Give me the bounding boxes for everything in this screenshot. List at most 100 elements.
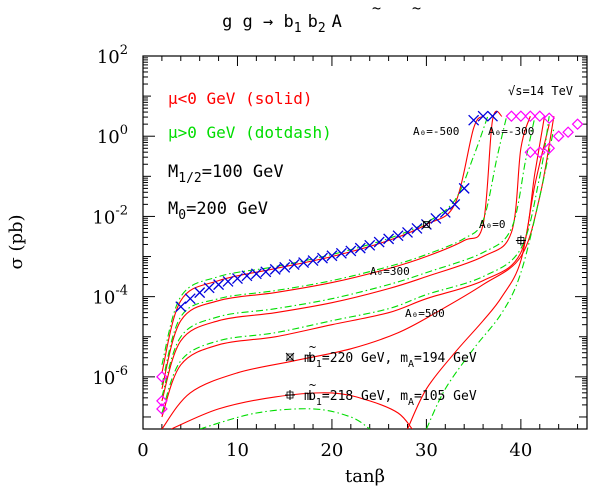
point-label-plus: m~ b1=218 GeV, mA=105 GeV	[304, 378, 477, 408]
solid-line-1	[161, 110, 503, 390]
annotation-a0-m500: A₀=-500	[413, 125, 459, 138]
x-marker-stroke	[449, 198, 461, 210]
x-marker-stroke	[477, 110, 489, 122]
solid-line-5	[171, 392, 413, 429]
plus-marker-box	[517, 237, 525, 244]
x-tick-label: 10	[226, 440, 249, 461]
diamond-marker	[156, 403, 168, 415]
y-tick-label: 10-4	[92, 284, 128, 309]
diamond-marker	[505, 110, 518, 123]
star-marker-box	[423, 221, 430, 228]
special-point-star	[422, 220, 431, 229]
x-marker-stroke	[354, 242, 366, 254]
diamond-marker	[543, 142, 556, 155]
legend-m-zero: M0=200 GeV	[168, 199, 268, 223]
point-label-star: m~ b1=220 GeV, mA=194 GeV	[304, 340, 477, 370]
title-tilde-2: ~	[412, 0, 421, 17]
x-marker-stroke	[439, 206, 451, 218]
diamond-marker	[533, 110, 546, 123]
plus-marker-box	[286, 391, 294, 399]
solid-line-0	[161, 115, 484, 373]
x-marker-stroke	[175, 301, 187, 313]
x-marker-stroke	[279, 261, 291, 273]
star-marker-box	[286, 353, 294, 361]
y-tick-labels: 102 100 10-2 10-4 10-6	[92, 43, 128, 389]
series-layer	[161, 110, 555, 429]
x-marker-stroke	[222, 275, 234, 287]
x-marker-stroke	[392, 230, 404, 242]
x-marker-stroke	[288, 259, 300, 271]
annotation-a0-500: A₀=500	[405, 307, 445, 320]
marker-layer	[156, 110, 584, 415]
x-marker-stroke	[335, 247, 347, 259]
legend-mu-pos: μ>0 GeV (dotdash)	[168, 123, 332, 142]
x-marker-stroke	[468, 114, 480, 126]
legend-plus-marker	[285, 390, 295, 400]
annotation-a0-300: A₀=300	[370, 265, 410, 278]
diamond-marker	[524, 110, 537, 123]
x-tick-label: 30	[415, 440, 438, 461]
point-legend-plus: m~ b1=218 GeV, mA=105 GeV	[285, 378, 477, 408]
diamond-marker	[156, 395, 168, 407]
chart-title: g g → b1 b2 A	[222, 12, 342, 36]
x-marker-stroke	[402, 227, 413, 238]
x-marker-stroke	[184, 293, 196, 305]
x-marker-stroke	[326, 250, 338, 262]
diamond-marker	[515, 110, 527, 123]
diamond-marker	[552, 130, 565, 143]
annotation-a0-0: A₀=0	[479, 218, 506, 231]
x-marker-stroke	[383, 233, 395, 245]
x-marker-stroke	[203, 282, 215, 294]
x-marker-stroke	[194, 287, 206, 299]
x-tick-label: 0	[137, 440, 148, 461]
annotation-a0-m300: A₀=-300	[488, 125, 534, 138]
x-marker-stroke	[364, 239, 376, 251]
y-tick-label: 100	[97, 123, 128, 148]
axes-ticks	[142, 55, 587, 429]
legend-m-half: M1/2=100 GeV	[168, 162, 284, 186]
diamond-marker	[571, 118, 584, 131]
diamond-marker	[156, 371, 168, 383]
x-marker-stroke	[298, 257, 310, 269]
x-marker-stroke	[241, 270, 253, 282]
legend-mu-neg: μ<0 GeV (solid)	[168, 89, 313, 108]
x-marker-stroke	[250, 268, 262, 280]
special-point-plus	[515, 235, 526, 246]
diamond-marker	[524, 146, 537, 159]
x-marker-stroke	[317, 252, 328, 264]
x-axis-label: tanβ	[345, 466, 385, 487]
x-tick-label: 20	[320, 440, 343, 461]
legend-star-marker	[285, 352, 295, 362]
point-legend-star: m~ b1=220 GeV, mA=194 GeV	[285, 340, 477, 370]
x-marker-stroke	[487, 110, 498, 122]
y-tick-label: 10-2	[92, 203, 128, 228]
dotdash-line-7	[161, 116, 489, 365]
diamond-marker	[543, 112, 556, 125]
x-tick-label: 40	[509, 440, 532, 461]
y-axis-label: σ (pb)	[6, 214, 27, 269]
x-marker-stroke	[232, 273, 243, 285]
dotdash-line-8	[161, 116, 508, 386]
x-marker-stroke	[373, 236, 385, 248]
dotdash-line-11	[199, 408, 371, 429]
solid-line-2	[161, 116, 531, 402]
marker-series-14	[156, 110, 584, 415]
x-tick-labels: 0 10 20 30 40	[137, 440, 532, 461]
solid-line-6	[407, 124, 550, 429]
x-marker-stroke	[269, 263, 281, 275]
y-tick-label: 102	[97, 43, 128, 68]
diamond-marker	[533, 146, 546, 159]
x-marker-stroke	[213, 279, 225, 291]
x-marker-stroke	[430, 212, 442, 224]
dotdash-line-10	[161, 116, 550, 414]
x-marker-stroke	[260, 266, 272, 278]
x-marker-stroke	[411, 223, 423, 234]
legend-sqrt-s: √s=14 TeV	[508, 84, 573, 98]
marker-series-13	[175, 110, 498, 313]
plot-frame	[142, 55, 588, 430]
diamond-marker	[562, 126, 574, 139]
title-tilde-1: ~	[372, 0, 381, 17]
x-marker-stroke	[458, 182, 470, 194]
y-tick-label: 10-6	[92, 364, 128, 389]
